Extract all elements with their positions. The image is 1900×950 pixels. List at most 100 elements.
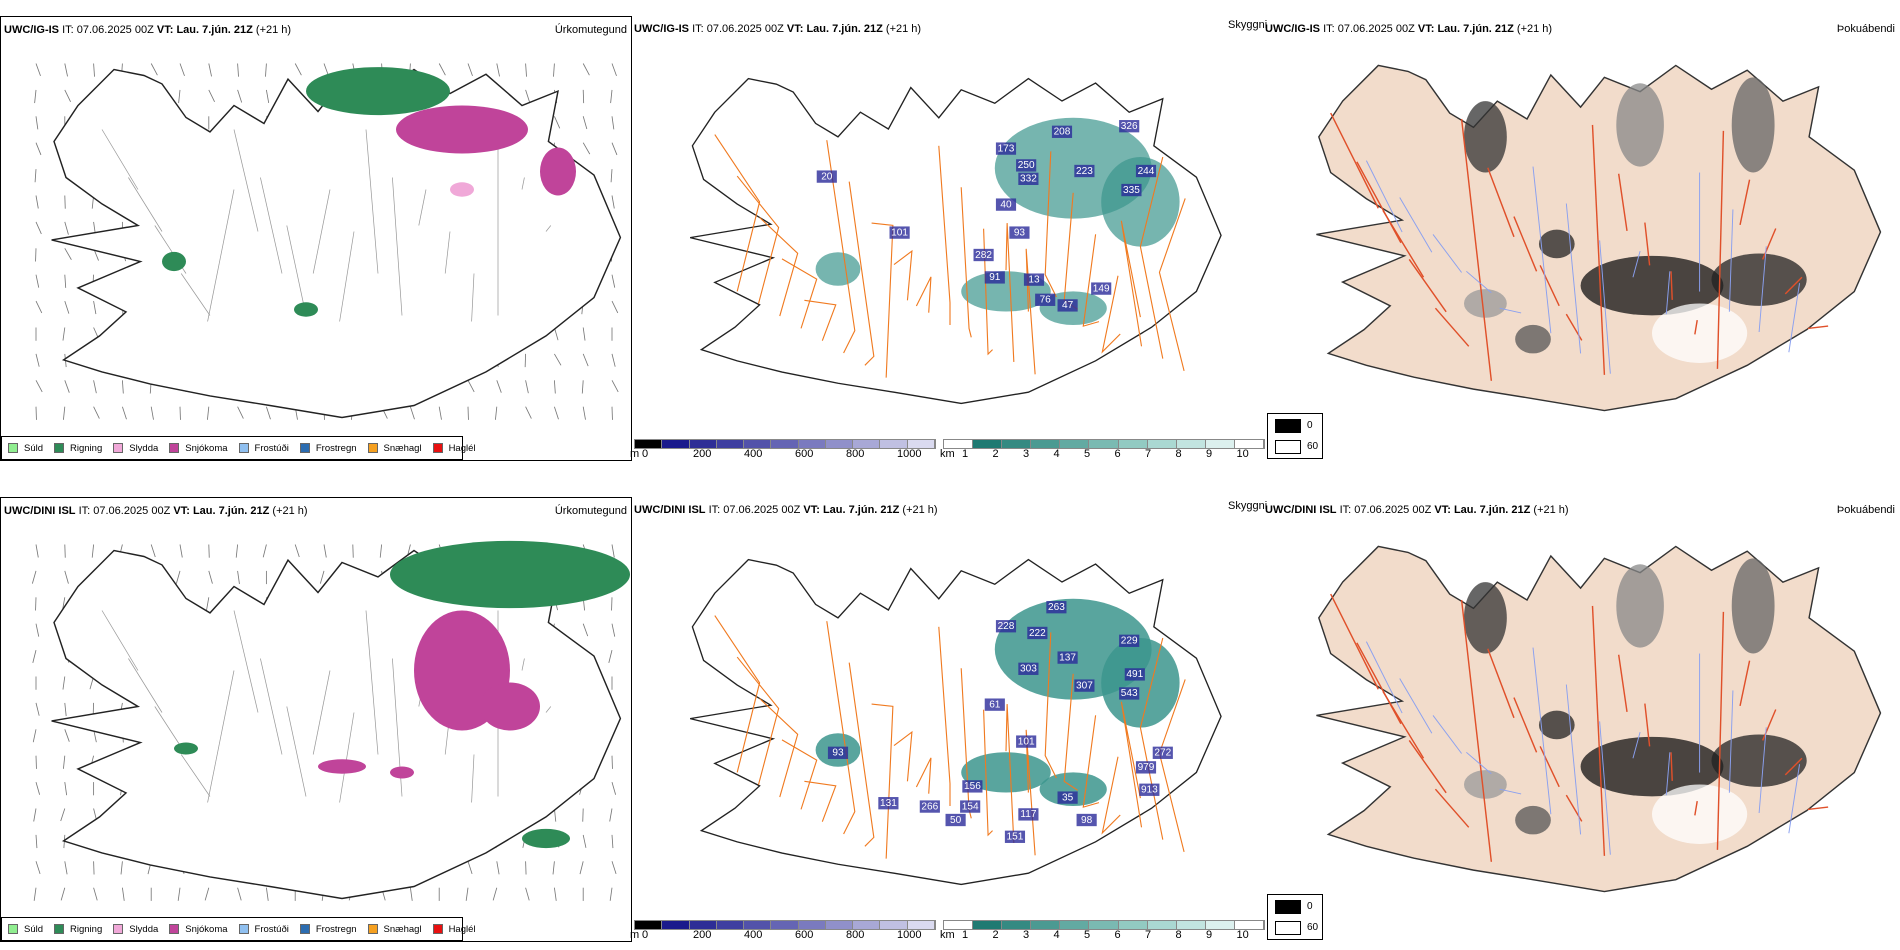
road-line — [1139, 637, 1164, 840]
colorbar-cell — [662, 440, 690, 448]
road-line — [1330, 112, 1379, 209]
wind-barb — [608, 649, 613, 664]
tick-label: 1 — [962, 929, 969, 941]
header-it-label: IT: — [78, 505, 91, 517]
visibility-value-label: 282 — [975, 250, 992, 261]
road-line — [207, 670, 235, 803]
fog-area — [1538, 710, 1575, 740]
visibility-value-label: 491 — [1126, 669, 1143, 680]
colorbar-cell — [1234, 440, 1265, 448]
river-line — [1758, 246, 1767, 333]
road-line — [759, 698, 799, 798]
legend-item: Súld — [8, 924, 43, 935]
elevation-patch — [1051, 125, 1073, 138]
precip-area — [390, 540, 630, 609]
header-it-label: IT: — [1323, 23, 1335, 35]
colorbar-cell — [1031, 921, 1061, 929]
wind-barb — [208, 63, 212, 77]
road-line — [938, 145, 951, 325]
colorbar-cell — [907, 440, 935, 448]
wind-barb — [525, 406, 532, 419]
road-line — [1644, 703, 1651, 747]
road-line — [1408, 259, 1447, 313]
legend-label: Súld — [24, 442, 44, 454]
road-line — [1617, 654, 1628, 712]
colorbar-cell — [744, 921, 772, 929]
elevation-patch — [1124, 668, 1145, 681]
river-line — [1565, 203, 1582, 354]
fog-swatch-0 — [1275, 419, 1301, 433]
wind-barb — [208, 89, 215, 102]
road-line — [128, 177, 163, 232]
elevation-patch — [984, 698, 1005, 711]
tick-label: 2 — [992, 448, 999, 460]
legend-label: Snjókoma — [185, 923, 228, 935]
road-line — [312, 670, 331, 755]
road-line — [1513, 697, 1538, 753]
wind-barb — [150, 406, 154, 420]
legend-swatch — [169, 924, 180, 934]
tick-label: 0 — [642, 448, 649, 460]
wind-barb — [60, 808, 66, 822]
wind-barb — [579, 861, 584, 875]
road-line — [1382, 691, 1425, 759]
wind-barb — [582, 353, 589, 367]
low-visibility-area — [1039, 772, 1107, 806]
wind-barb — [467, 861, 473, 874]
road-line — [312, 189, 331, 274]
road-line — [893, 249, 913, 301]
header-vt-label: VT: — [803, 504, 820, 516]
road-line — [1487, 648, 1515, 719]
header-vt-label: VT: — [1417, 23, 1435, 35]
road-line — [545, 706, 552, 713]
wind-barb — [611, 142, 618, 156]
road-line — [1539, 265, 1560, 307]
tick-label: 6 — [1114, 929, 1121, 941]
elevation-patch — [1119, 634, 1140, 647]
road-line — [736, 656, 780, 785]
elevation-patch — [1035, 293, 1056, 306]
wind-barb — [582, 142, 591, 155]
visibility-value-label: 117 — [1020, 809, 1036, 820]
visibility-value-label: 222 — [1029, 628, 1046, 639]
visibility-value-label: 50 — [950, 815, 962, 826]
elevation-patch — [1016, 735, 1037, 748]
wind-barb — [265, 63, 267, 77]
road-line — [1120, 220, 1143, 347]
wind-barb — [64, 729, 70, 742]
tick-label: 10 — [1236, 448, 1249, 460]
road-line — [1716, 130, 1725, 369]
wind-barb — [552, 861, 555, 875]
river-line — [1532, 647, 1552, 815]
elevation-patch — [945, 813, 966, 827]
fog-area — [1731, 77, 1775, 173]
wind-barb — [294, 63, 302, 76]
wind-barb — [32, 649, 37, 664]
low-visibility-area — [1101, 157, 1180, 247]
road-line — [1762, 228, 1777, 260]
wind-barb — [62, 676, 66, 690]
colorbar-cell — [689, 921, 717, 929]
wind-barb — [611, 834, 614, 849]
wind-barb — [35, 142, 42, 156]
road-line — [759, 217, 799, 317]
visibility-value-label: 40 — [1000, 199, 1012, 210]
legend-item: Rigning — [54, 443, 102, 454]
wind-barb — [35, 63, 41, 77]
visibility-value-label: 156 — [964, 781, 981, 792]
wind-barb — [120, 861, 123, 875]
colorbar-cell — [798, 440, 826, 448]
header-lead: (+21 h) — [255, 24, 292, 36]
colorbar-cell — [744, 440, 772, 448]
header-it-label: IT: — [692, 23, 704, 35]
colorbar-cell — [1060, 921, 1090, 929]
road-line — [101, 129, 139, 190]
header-model: UWC/IG-IS — [1265, 23, 1320, 35]
fog-area — [1616, 564, 1664, 648]
colorbar-cell — [944, 440, 974, 448]
wind-barb — [64, 570, 69, 584]
road-line — [233, 610, 259, 713]
wind-barb — [410, 406, 415, 420]
colorbar-cell — [825, 921, 854, 929]
panel-title: Úrkomutegund — [554, 24, 627, 36]
